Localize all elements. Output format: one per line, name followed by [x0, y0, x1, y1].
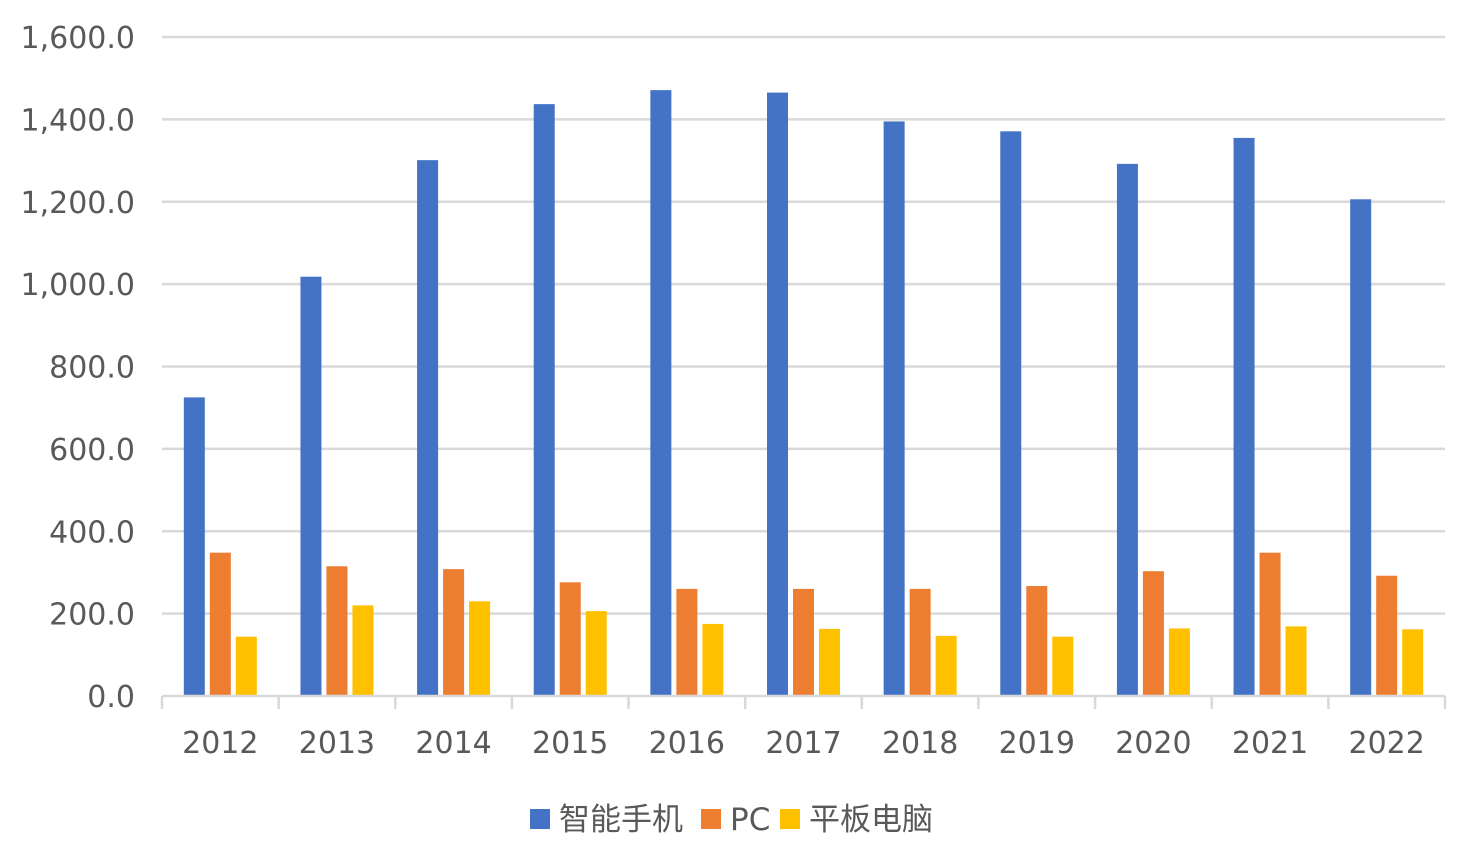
bars: [183, 90, 1424, 697]
x-tick-label: 2016: [649, 726, 725, 761]
bar-2021-1: [1259, 552, 1281, 696]
legend-label-1: PC: [730, 802, 770, 838]
x-tick-label: 2013: [299, 726, 375, 761]
bar-2014-1: [443, 569, 465, 696]
bar-2022-1: [1376, 575, 1398, 696]
bar-2013-0: [300, 276, 322, 696]
legend-swatch-0: [530, 809, 550, 829]
x-tick-label: 2019: [999, 726, 1075, 761]
bar-2019-1: [1026, 586, 1048, 696]
gridlines: [162, 35, 1445, 615]
x-tick-label: 2021: [1232, 726, 1308, 761]
bar-2017-0: [767, 92, 788, 696]
bar-2015-1: [559, 582, 581, 696]
bar-2017-2: [819, 628, 840, 696]
bar-2015-2: [585, 611, 607, 696]
y-tick-label: 1,400.0: [20, 103, 135, 138]
bar-2021-2: [1285, 626, 1307, 696]
bar-2016-2: [702, 623, 724, 696]
bar-2021-0: [1233, 137, 1255, 697]
bar-2019-2: [1052, 636, 1074, 696]
y-tick-label: 800.0: [49, 351, 135, 386]
legend: 智能手机 PC 平板电脑: [530, 802, 933, 838]
bar-2020-2: [1168, 628, 1190, 696]
legend-swatch-2: [780, 809, 800, 829]
bar-2012-2: [235, 636, 257, 696]
x-tick-label: 2014: [415, 726, 491, 761]
y-tick-label: 200.0: [49, 598, 135, 633]
bar-2020-1: [1142, 571, 1164, 696]
bar-2016-1: [676, 588, 698, 696]
bar-2012-1: [209, 552, 231, 696]
bar-2015-0: [533, 104, 555, 697]
y-tick-label: 0.0: [87, 680, 135, 715]
bar-2020-0: [1116, 163, 1138, 697]
bar-2018-1: [909, 588, 931, 696]
x-tick-label: 2020: [1115, 726, 1191, 761]
y-tick-label: 1,000.0: [20, 268, 135, 303]
legend-label-2: 平板电脑: [809, 802, 933, 838]
legend-swatch-1: [701, 809, 721, 829]
y-axis-tick-labels: 0.0 200.0 400.0 600.0 800.0 1,000.0 1,200.0 1,4…: [20, 21, 135, 715]
x-tick-label: 2012: [182, 726, 258, 761]
bar-2017-1: [793, 588, 814, 696]
bar-2022-2: [1402, 629, 1424, 696]
bar-2013-1: [326, 566, 348, 696]
bar-2012-0: [183, 397, 205, 696]
y-tick-label: 600.0: [49, 433, 135, 468]
y-tick-label: 1,200.0: [20, 186, 135, 221]
bar-2018-2: [935, 635, 957, 696]
x-tick-label: 2017: [765, 726, 841, 761]
x-axis: 2012 2013 2014 2015 2016 2017 2018 2019 2020 2021…: [160, 694, 1447, 761]
bar-2013-2: [352, 605, 374, 696]
bar-2014-0: [417, 160, 439, 696]
bar-2019-0: [1000, 131, 1022, 696]
x-tick-label: 2015: [532, 726, 608, 761]
legend-label-0: 智能手机: [559, 802, 683, 838]
bar-2022-0: [1350, 199, 1372, 696]
bar-2014-2: [469, 601, 491, 696]
bar-2016-0: [650, 90, 672, 696]
x-tick-label: 2022: [1349, 726, 1425, 761]
bar-2018-0: [883, 121, 905, 696]
y-tick-label: 400.0: [49, 515, 135, 550]
y-tick-label: 1,600.0: [20, 21, 135, 56]
x-tick-label: 2018: [882, 726, 958, 761]
